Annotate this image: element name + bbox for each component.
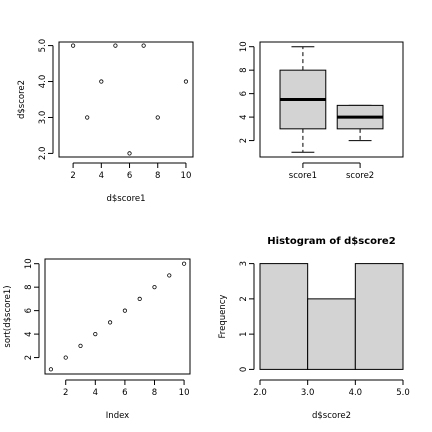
data-point [99,79,104,84]
y-axis-label: sort(d$score1) [3,285,13,347]
panel-histogram: Histogram of d$score2 2.0 3.0 4.0 5.0 0 1 2 3 d$s… [218,236,410,421]
panel-scatter: 2 4 6 8 10 2.0 3.0 4.0 5.0 d$score1 d$score2 [17,39,194,204]
y-tick-label: 1 [239,331,249,336]
data-point [181,261,187,266]
data-point [137,296,142,301]
x-tick-label: 6 [122,388,127,398]
x-tick-label: 6 [127,171,132,181]
y-axis-label: d$score2 [17,80,27,119]
y-tick-label: 6 [239,91,249,96]
plot-frame [259,41,404,158]
x-axis-label: d$score2 [312,411,351,421]
x-tick-label: 2 [63,388,68,398]
histogram-bar [354,263,404,370]
y-tick-label: 5.0 [38,39,48,53]
x-axis-label: Index [106,411,129,421]
data-point [48,367,54,372]
data-point [122,308,127,313]
data-point [93,332,98,337]
y-tick-label: 2 [239,296,249,301]
histogram-bar [307,298,356,370]
y-tick-label: 8 [239,67,249,72]
panel-index-plot: 2 4 6 8 10 2 4 6 8 10 Index sort(d$score1) [3,258,191,421]
data-point [152,285,157,290]
data-point [78,343,83,348]
x-axis-label: d$score1 [106,194,145,204]
y-tick-label: 3 [239,261,249,266]
data-point [63,355,68,360]
y-axis-label: Frequency [218,295,228,339]
y-tick-label: 3.0 [38,111,48,125]
y-tick-label: 10 [239,41,249,52]
panel-boxplot: 2 4 6 8 10 score1 score2 [239,41,404,181]
data-point [108,320,113,325]
data-point [127,151,132,156]
histogram-bar [259,263,309,370]
y-tick-label: 4 [24,331,34,336]
box-score2 [336,104,384,142]
data-point [113,43,118,48]
x-tick-label: 8 [155,171,160,181]
y-tick-label: 4.0 [38,75,48,89]
x-tick-label: score2 [346,171,374,181]
data-point [167,273,172,278]
data-point [183,79,189,84]
plot-frame [44,258,191,375]
x-tick-label: 4 [99,171,104,181]
y-tick-label: 2.0 [38,147,48,161]
data-point [155,115,160,120]
y-tick-label: 6 [24,308,34,313]
x-tick-label: 2 [70,171,75,181]
box-score1 [279,46,327,153]
x-tick-label: 4.0 [349,388,363,398]
x-tick-label: 3.0 [301,388,315,398]
x-tick-label: score1 [289,171,317,181]
x-tick-label: 4 [93,388,98,398]
y-tick-label: 10 [24,258,34,269]
data-point [71,43,76,48]
y-tick-label: 4 [239,114,249,119]
plot-frame [58,41,194,158]
x-tick-label: 8 [152,388,157,398]
x-tick-label: 10 [181,171,192,181]
chart-title: Histogram of d$score2 [267,236,395,247]
data-point [141,43,146,48]
data-point [85,115,90,120]
x-tick-label: 10 [179,388,190,398]
y-tick-label: 2 [239,138,249,143]
y-tick-label: 8 [24,284,34,289]
x-tick-label: 5.0 [396,388,410,398]
x-tick-label: 2.0 [253,388,267,398]
y-tick-label: 2 [24,355,34,360]
y-tick-label: 0 [239,367,249,372]
